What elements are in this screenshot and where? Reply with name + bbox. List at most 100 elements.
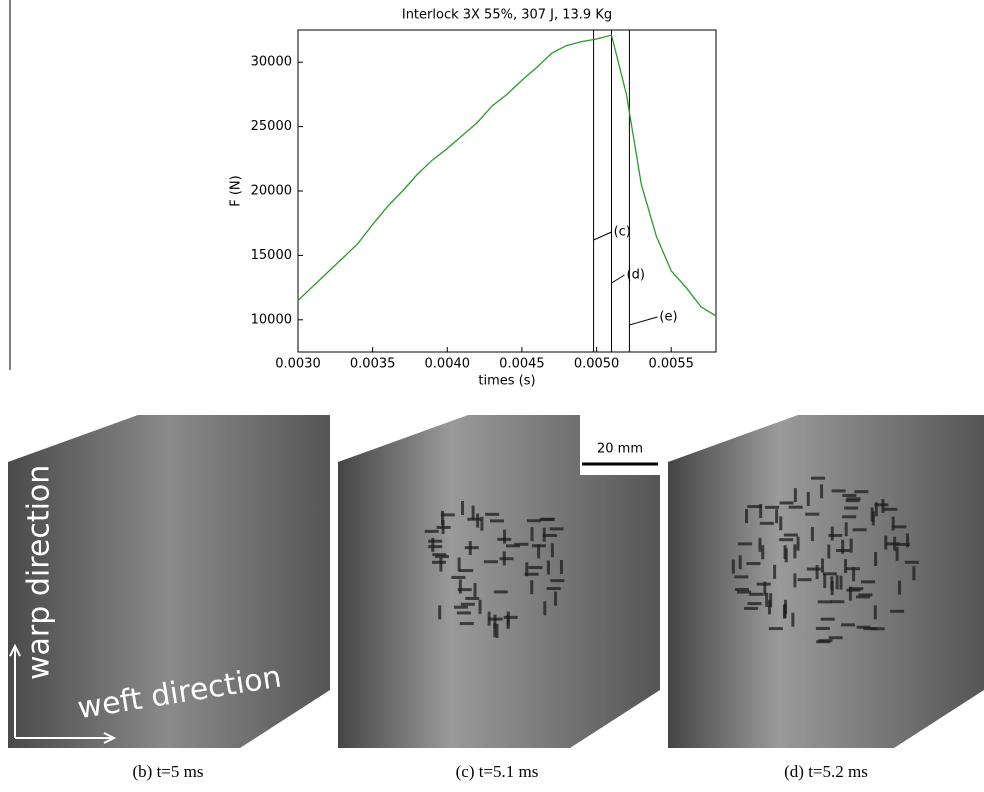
crack: [763, 581, 767, 596]
crack: [467, 517, 482, 521]
crack: [820, 617, 835, 621]
crack: [460, 602, 475, 606]
crack: [526, 519, 541, 523]
crack: [823, 573, 827, 588]
crack: [767, 600, 771, 615]
crack: [831, 489, 846, 493]
crack: [503, 529, 507, 544]
crack: [530, 580, 534, 595]
crack: [524, 572, 539, 576]
crack: [816, 640, 831, 644]
crack: [456, 611, 471, 615]
crack: [550, 579, 565, 583]
crack: [459, 569, 474, 573]
crack: [779, 516, 783, 531]
crack: [890, 609, 905, 613]
crack: [461, 501, 465, 516]
crack: [493, 623, 497, 638]
crack: [830, 526, 834, 541]
crack: [432, 553, 447, 557]
crack: [793, 544, 797, 559]
crack: [734, 575, 749, 579]
crack: [811, 476, 826, 480]
crack: [738, 542, 753, 546]
crack: [765, 592, 769, 607]
crack: [440, 513, 455, 517]
crack: [543, 533, 558, 537]
crack: [495, 623, 499, 638]
crack: [441, 510, 445, 525]
caption: (d) t=5.2 ms: [784, 762, 868, 781]
crack: [849, 538, 853, 553]
crack: [791, 612, 795, 627]
crack: [465, 596, 480, 600]
crack: [451, 575, 466, 579]
crack: [906, 533, 910, 548]
direction-arrows: [9, 643, 117, 744]
crack: [528, 566, 543, 570]
crack: [797, 578, 812, 582]
crack: [842, 493, 857, 497]
crack: [881, 498, 885, 513]
crack: [827, 544, 831, 559]
crack: [793, 573, 797, 588]
crack: [852, 528, 867, 532]
crack: [543, 601, 547, 616]
crack: [839, 575, 843, 590]
y-tick-label: 30000: [251, 55, 292, 70]
crack: [436, 525, 451, 529]
crack: [898, 580, 902, 595]
crack: [861, 580, 876, 584]
crack: [457, 588, 472, 592]
y-tick-label: 15000: [251, 248, 292, 263]
crack: [844, 559, 848, 574]
crack: [747, 602, 762, 606]
x-tick-label: 0.0045: [499, 357, 545, 372]
y-tick-label: 20000: [251, 184, 292, 199]
crack: [743, 606, 758, 610]
crack: [424, 529, 439, 533]
crack: [761, 545, 765, 560]
photo: [338, 415, 660, 748]
crack: [473, 582, 477, 597]
crack: [506, 614, 510, 629]
crack: [431, 537, 435, 552]
y-axis-label: F (N): [229, 175, 244, 206]
crack: [480, 516, 484, 531]
crack: [731, 559, 735, 574]
crack: [499, 557, 514, 561]
crack: [736, 590, 751, 594]
marker-leader: [611, 274, 625, 284]
crack: [892, 525, 907, 529]
photo: [8, 415, 330, 748]
crack: [485, 512, 500, 516]
crack: [530, 527, 534, 542]
crack: [820, 484, 824, 499]
crack: [904, 560, 919, 564]
crack: [471, 505, 475, 520]
crack: [759, 503, 763, 518]
crack: [815, 626, 830, 630]
x-axis-label: times (s): [478, 374, 535, 389]
x-tick-label: 0.0050: [574, 357, 620, 372]
crack: [432, 560, 447, 564]
warp-label: warp direction: [22, 465, 57, 680]
crack: [457, 557, 461, 572]
crack: [747, 505, 762, 509]
crack: [874, 552, 878, 567]
marker-leader: [593, 231, 612, 241]
crack: [490, 519, 505, 523]
crack: [783, 604, 787, 619]
crack: [453, 605, 468, 609]
crack: [768, 627, 783, 631]
crack: [749, 592, 764, 596]
crack: [870, 627, 885, 631]
crack: [844, 522, 848, 537]
crack: [835, 575, 839, 590]
crack: [884, 535, 888, 550]
crack: [842, 515, 857, 519]
crack: [817, 600, 832, 604]
crack: [830, 576, 834, 591]
crack: [483, 560, 498, 564]
